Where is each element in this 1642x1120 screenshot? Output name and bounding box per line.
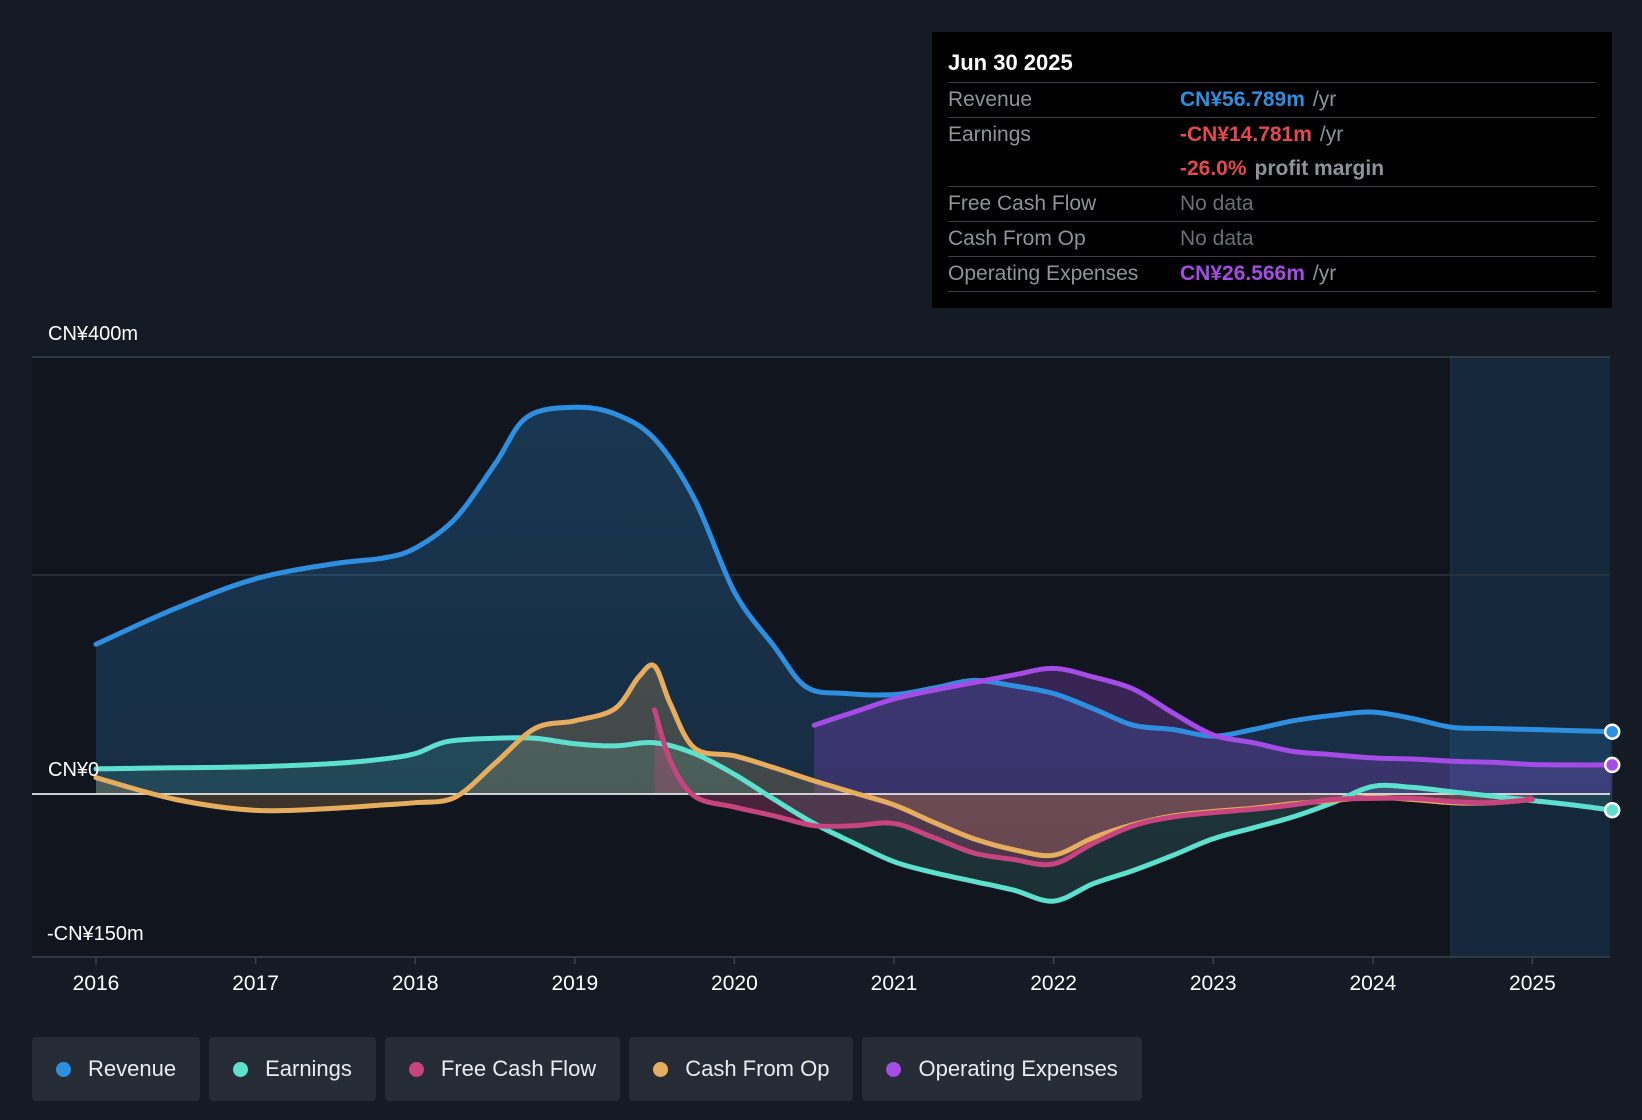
- legend-item-free-cash-flow[interactable]: Free Cash Flow: [384, 1037, 621, 1101]
- tooltip-opex-unit: /yr: [1312, 262, 1337, 285]
- earnings-endpoint: [1603, 801, 1621, 819]
- x-tick-2020: 2020: [711, 972, 758, 995]
- tooltip-earnings-value: -CN¥14.781m: [1180, 123, 1312, 146]
- tooltip-revenue-value: CN¥56.789m: [1180, 88, 1305, 111]
- x-tick-2025: 2025: [1509, 972, 1556, 995]
- legend-label-revenue: Revenue: [88, 1056, 177, 1081]
- legend-dot-operating-expenses: [886, 1061, 902, 1077]
- tooltip-margin-value: -26.0%: [1180, 157, 1247, 180]
- tooltip-revenue-label: Revenue: [948, 88, 1033, 111]
- x-tick-2019: 2019: [551, 972, 598, 995]
- legend-label-operating-expenses: Operating Expenses: [918, 1056, 1118, 1081]
- tooltip-revenue-unit: /yr: [1312, 88, 1337, 111]
- x-tick-2024: 2024: [1349, 972, 1396, 995]
- revenue-endpoint: [1603, 723, 1621, 740]
- earnings-line: [93, 735, 1615, 904]
- series-lines: [93, 404, 1615, 904]
- legend-dot-cash-from-op: [653, 1061, 669, 1077]
- y-tick-zero: CN¥0: [48, 759, 99, 781]
- y-tick-bottom: -CN¥150m: [47, 923, 144, 945]
- operating-expenses-area: [814, 668, 1613, 794]
- forecast-region: [1451, 357, 1610, 957]
- tooltip-fcf-value: No data: [1180, 192, 1254, 215]
- tooltip-fcf-label: Free Cash Flow: [948, 192, 1097, 215]
- legend-item-cash-from-op[interactable]: Cash From Op: [629, 1037, 854, 1101]
- tooltip-row-opex: Operating Expenses CN¥26.566m/yr: [948, 257, 1596, 292]
- series-areas: [96, 407, 1613, 902]
- y-tick-top: CN¥400m: [48, 323, 138, 345]
- tooltip-opex-label: Operating Expenses: [948, 262, 1139, 285]
- legend-label-free-cash-flow: Free Cash Flow: [440, 1056, 597, 1081]
- revenue-line: [93, 404, 1615, 739]
- operating-expenses-endpoint: [1603, 756, 1621, 774]
- legend-dot-free-cash-flow: [408, 1061, 424, 1077]
- legend-item-earnings[interactable]: Earnings: [209, 1037, 376, 1101]
- x-tick-2016: 2016: [73, 972, 120, 995]
- tooltip-row-earnings: Earnings -CN¥14.781m/yr: [948, 118, 1596, 152]
- tooltip-earnings-unit: /yr: [1319, 123, 1344, 146]
- tooltip-row-cfo: Cash From Op No data: [948, 222, 1596, 257]
- legend: Revenue Earnings Free Cash Flow Cash Fro…: [32, 1037, 1151, 1101]
- tooltip-row-margin: -26.0% profit margin: [948, 152, 1596, 187]
- free-cash-flow-area: [654, 709, 1533, 865]
- tooltip-opex-value: CN¥26.566m: [1180, 262, 1305, 285]
- tooltip-cfo-label: Cash From Op: [948, 227, 1086, 250]
- x-tick-2018: 2018: [392, 972, 439, 995]
- x-tick-2023: 2023: [1190, 972, 1237, 995]
- operating-expenses-line: [811, 665, 1615, 768]
- tooltip-cfo-value: No data: [1180, 227, 1254, 250]
- tooltip-earnings-label: Earnings: [948, 123, 1031, 146]
- tooltip-date: Jun 30 2025: [948, 48, 1596, 83]
- legend-label-earnings: Earnings: [265, 1056, 352, 1081]
- legend-label-cash-from-op: Cash From Op: [685, 1056, 830, 1081]
- tooltip-margin-label: profit margin: [1254, 157, 1385, 180]
- legend-item-revenue[interactable]: Revenue: [32, 1037, 201, 1101]
- tooltip-row-revenue: Revenue CN¥56.789m/yr: [948, 83, 1596, 118]
- legend-item-operating-expenses[interactable]: Operating Expenses: [862, 1037, 1142, 1101]
- tooltip-panel: Jun 30 2025 Revenue CN¥56.789m/yr Earnin…: [932, 32, 1612, 308]
- x-axis: 2016 2017 2018 2019 2020 2021 2022 2023 2024 2025: [73, 957, 1556, 995]
- x-tick-2021: 2021: [871, 972, 918, 995]
- series-endpoints: [1603, 723, 1621, 819]
- tooltip-row-fcf: Free Cash Flow No data: [948, 187, 1596, 222]
- free-cash-flow-line: [652, 707, 1535, 868]
- x-tick-2022: 2022: [1030, 972, 1077, 995]
- x-tick-2017: 2017: [232, 972, 279, 995]
- revenue-area: [96, 407, 1613, 794]
- legend-dot-revenue: [56, 1061, 71, 1077]
- legend-dot-earnings: [233, 1061, 249, 1077]
